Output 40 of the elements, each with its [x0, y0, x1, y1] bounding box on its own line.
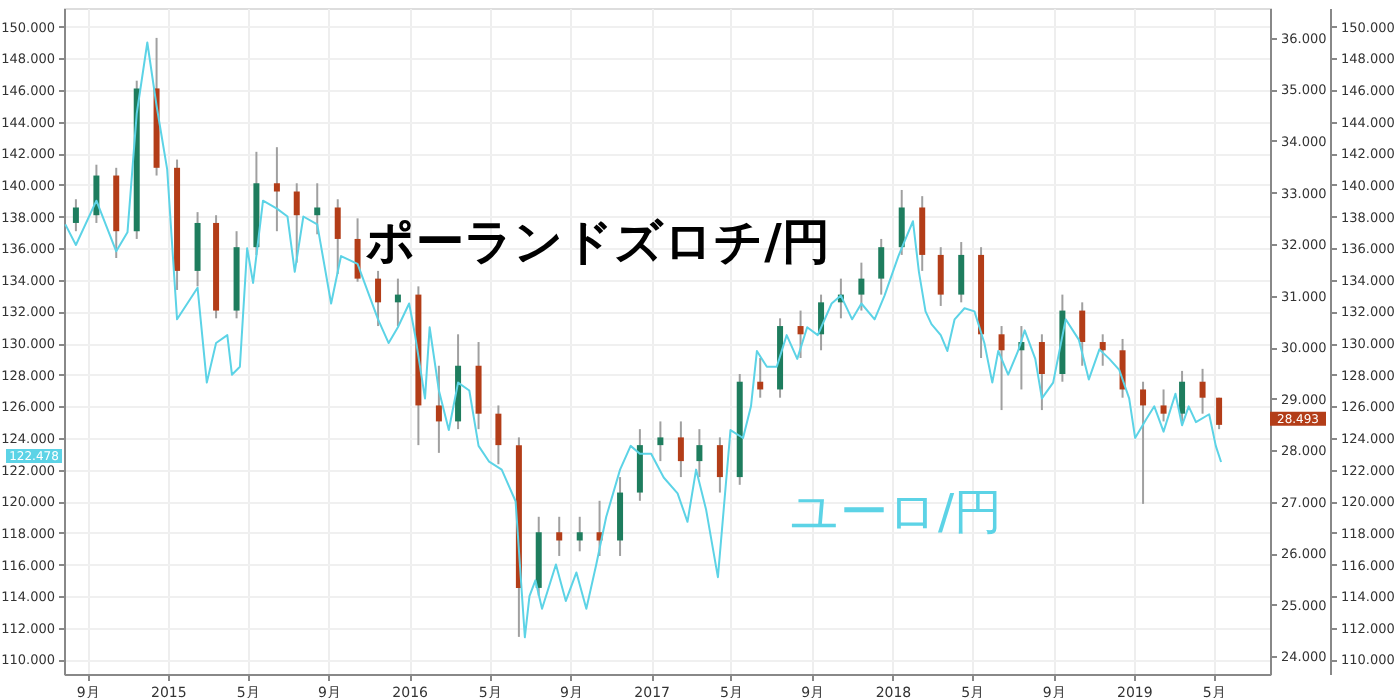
- candlestick: [858, 261, 865, 312]
- candlestick: [898, 188, 905, 256]
- candlestick: [435, 364, 442, 454]
- candlestick: [998, 325, 1005, 412]
- candlestick: [1079, 301, 1086, 367]
- candlestick: [495, 404, 502, 466]
- candlestick: [1160, 388, 1167, 423]
- candlestick: [797, 309, 804, 360]
- candlestick: [334, 198, 341, 275]
- candlestick: [354, 217, 361, 283]
- candlestick: [636, 428, 643, 502]
- candlestick: [1038, 333, 1045, 412]
- line-series: [64, 41, 1223, 639]
- candlestick: [1140, 380, 1147, 505]
- candlestick: [958, 241, 965, 304]
- candlestick: [194, 211, 201, 288]
- candlestick: [394, 277, 401, 328]
- candlestick: [657, 420, 664, 463]
- candlestick: [314, 182, 321, 236]
- candlestick: [757, 357, 764, 399]
- candlestick: [293, 182, 300, 264]
- candlestick: [273, 146, 280, 233]
- candlestick: [72, 198, 79, 233]
- candlestick: [1099, 333, 1106, 367]
- candlestick: [1179, 369, 1186, 423]
- candlestick: [375, 269, 382, 328]
- candlestick: [1216, 396, 1223, 431]
- candlestick: [919, 195, 926, 272]
- candlestick: [576, 515, 583, 553]
- candlestick: [937, 246, 944, 307]
- candlestick: [1199, 367, 1206, 415]
- series-label: ポーランドズロチ/円: [364, 214, 830, 270]
- candlestick: [475, 341, 482, 431]
- candlestick: [677, 420, 684, 479]
- candlestick: [556, 515, 563, 557]
- candlestick: [878, 237, 885, 296]
- candlestick: [696, 428, 703, 479]
- series-label: ユーロ/円: [789, 484, 1003, 540]
- candlestick: [617, 476, 624, 557]
- candlestick: [716, 436, 723, 494]
